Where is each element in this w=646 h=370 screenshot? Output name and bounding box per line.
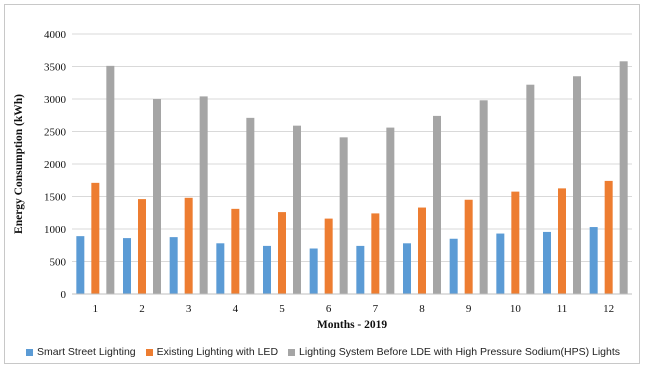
bar-led-month-4 xyxy=(231,208,240,294)
y-tick-label: 1500 xyxy=(44,192,67,204)
bar-hps-month-9 xyxy=(479,100,488,294)
bar-hps-month-2 xyxy=(153,99,161,294)
bar-led-month-10 xyxy=(511,191,520,294)
bar-hps-month-4 xyxy=(246,117,255,294)
bar-smart-month-10 xyxy=(496,233,505,294)
legend-item-hps: Lighting System Before LDE with High Pre… xyxy=(288,346,620,358)
y-tick-label: 3000 xyxy=(44,94,67,106)
bar-smart-month-11 xyxy=(543,231,551,294)
bar-hps-month-12 xyxy=(619,61,628,294)
legend-item-led: Existing Lighting with LED xyxy=(145,346,279,358)
legend-swatch xyxy=(25,348,33,356)
gridlines xyxy=(72,33,632,262)
x-tick-label: 6 xyxy=(326,303,332,315)
bar-smart-month-5 xyxy=(263,245,271,294)
bar-smart-month-7 xyxy=(356,245,365,294)
bar-hps-month-3 xyxy=(199,96,208,295)
bar-smart-month-4 xyxy=(216,243,225,294)
x-tick-label: 1 xyxy=(93,303,99,315)
y-tick-label: 500 xyxy=(50,257,67,269)
x-axis-title: Months - 2019 xyxy=(317,319,388,331)
legend-label: Existing Lighting with LED xyxy=(156,346,279,358)
legend-label: Smart Street Lighting xyxy=(36,346,136,358)
x-tick-label: 9 xyxy=(466,303,472,315)
bar-smart-month-6 xyxy=(309,248,318,294)
y-tick-label: 0 xyxy=(61,289,67,301)
bar-hps-month-6 xyxy=(339,137,348,294)
x-tick-label: 10 xyxy=(510,303,522,315)
bar-led-month-5 xyxy=(278,212,286,294)
x-tick-label: 2 xyxy=(139,303,145,315)
bar-led-month-11 xyxy=(558,188,566,294)
legend-swatch xyxy=(145,348,153,356)
bar-hps-month-11 xyxy=(573,76,581,294)
bar-led-month-1 xyxy=(91,182,100,294)
bar-led-month-8 xyxy=(418,207,426,294)
y-tick-label: 2500 xyxy=(44,127,67,139)
bar-led-month-6 xyxy=(324,218,333,294)
legend-swatch xyxy=(288,348,296,356)
bar-smart-month-8 xyxy=(403,243,411,294)
x-tick-label: 3 xyxy=(186,303,192,315)
bar-hps-month-1 xyxy=(106,65,115,294)
y-axis-ticks: 0 500 1000 1500 2000 2500 3000 3500 4000 xyxy=(44,29,67,301)
bar-smart-month-1 xyxy=(76,236,85,294)
bar-smart-month-9 xyxy=(449,238,458,294)
bar-hps-month-5 xyxy=(293,125,301,295)
x-tick-label: 12 xyxy=(603,303,614,315)
bar-led-month-12 xyxy=(604,180,613,294)
y-axis-title: Energy Consumption (kWh) xyxy=(13,94,25,234)
bar-led-month-9 xyxy=(464,199,473,294)
bar-hps-month-7 xyxy=(386,127,395,294)
y-tick-label: 1000 xyxy=(44,224,67,236)
y-tick-label: 4000 xyxy=(44,29,67,41)
bar-smart-month-2 xyxy=(123,238,131,294)
bar-led-month-3 xyxy=(184,197,193,294)
bar-smart-month-3 xyxy=(169,237,178,294)
x-tick-label: 5 xyxy=(279,303,285,315)
x-tick-label: 8 xyxy=(419,303,425,315)
bar-led-month-7 xyxy=(371,213,380,294)
legend: Smart Street Lighting Existing Lighting … xyxy=(0,346,646,358)
x-tick-label: 11 xyxy=(557,303,568,315)
y-tick-label: 2000 xyxy=(44,159,67,171)
x-tick-label: 4 xyxy=(233,303,239,315)
legend-item-smart: Smart Street Lighting xyxy=(25,346,136,358)
x-tick-label: 7 xyxy=(373,303,379,315)
bar-led-month-2 xyxy=(138,199,146,294)
bars xyxy=(76,61,628,295)
bar-hps-month-8 xyxy=(433,115,441,295)
bar-smart-month-12 xyxy=(589,227,598,294)
legend-label: Lighting System Before LDE with High Pre… xyxy=(299,346,621,358)
x-axis-ticks: 1 2 3 4 5 6 7 8 9 10 11 12 xyxy=(93,303,615,315)
y-tick-label: 3500 xyxy=(44,62,67,74)
bar-hps-month-10 xyxy=(526,84,535,294)
